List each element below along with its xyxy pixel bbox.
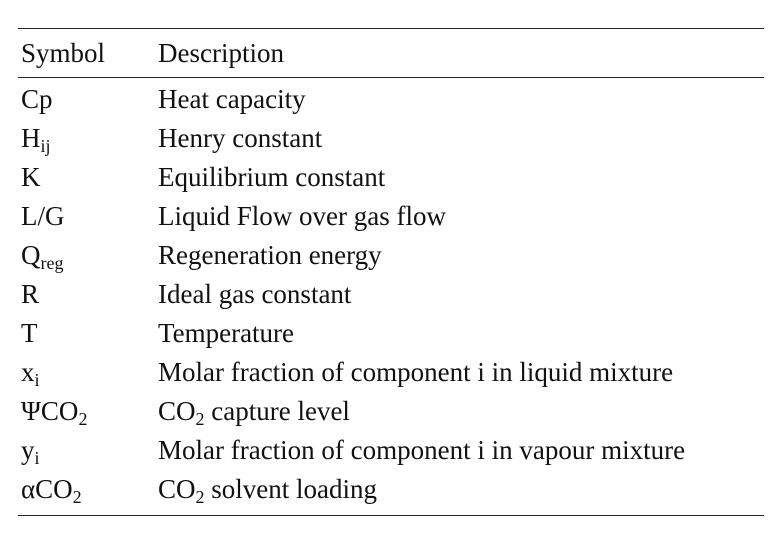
- description-prefix: CO: [158, 396, 196, 426]
- description-cell: Heat capacity: [158, 84, 306, 114]
- symbol-subscript: i: [34, 448, 40, 468]
- symbol-text: R: [21, 279, 40, 309]
- symbol-text: K: [21, 162, 41, 192]
- symbol-cell: L/G: [18, 197, 158, 236]
- symbol-text: Cp: [21, 84, 53, 114]
- symbol-cell: yi: [18, 431, 158, 470]
- table-row: yi Molar fraction of component i in vapo…: [18, 431, 764, 470]
- symbol-text: Q: [21, 240, 41, 270]
- symbol-subscript: i: [34, 370, 40, 390]
- table-row: R Ideal gas constant: [18, 275, 764, 314]
- description-subscript: 2: [195, 487, 205, 507]
- nomenclature-table: Symbol Description Cp Heat capacity Hij …: [18, 28, 764, 516]
- symbol-subscript: reg: [40, 253, 64, 273]
- description-cell: Molar fraction of component i in liquid …: [158, 357, 674, 387]
- table-row: αCO2 CO2 solvent loading: [18, 470, 764, 509]
- description-cell: Regeneration energy: [158, 240, 382, 270]
- table-header-row: Symbol Description: [18, 33, 764, 73]
- description-column-header: Description: [158, 38, 284, 68]
- description-text: capture level: [204, 396, 350, 426]
- description-text: solvent loading: [204, 474, 377, 504]
- symbol-text: ΨCO: [21, 396, 79, 426]
- description-cell: Henry constant: [158, 123, 323, 153]
- table-row: L/G Liquid Flow over gas flow: [18, 197, 764, 236]
- table-row: ΨCO2 CO2 capture level: [18, 392, 764, 431]
- symbol-subscript: 2: [72, 487, 82, 507]
- symbol-column-header: Symbol: [21, 38, 106, 68]
- table-row: xi Molar fraction of component i in liqu…: [18, 353, 764, 392]
- description-subscript: 2: [195, 409, 205, 429]
- table-row: Hij Henry constant: [18, 119, 764, 158]
- description-cell: CO2 solvent loading: [158, 470, 764, 509]
- description-cell: Liquid Flow over gas flow: [158, 201, 446, 231]
- symbol-cell: Qreg: [18, 236, 158, 275]
- symbol-cell: αCO2: [18, 470, 158, 509]
- table-row: Cp Heat capacity: [18, 80, 764, 119]
- description-cell: Ideal gas constant: [158, 279, 352, 309]
- table-row: Qreg Regeneration energy: [18, 236, 764, 275]
- description-cell: CO2 capture level: [158, 392, 764, 431]
- table-header-rule: [18, 77, 764, 78]
- symbol-text: H: [21, 123, 41, 153]
- symbol-text: y: [21, 435, 35, 465]
- description-prefix: CO: [158, 474, 196, 504]
- symbol-cell: K: [18, 158, 158, 197]
- symbol-subscript: ij: [40, 136, 51, 156]
- symbol-subscript: 2: [78, 409, 88, 429]
- table-bottom-rule: [18, 515, 764, 516]
- table-top-rule: [18, 28, 764, 29]
- symbol-cell: xi: [18, 353, 158, 392]
- description-cell: Temperature: [158, 318, 295, 348]
- symbol-cell: ΨCO2: [18, 392, 158, 431]
- symbol-cell: Hij: [18, 119, 158, 158]
- symbol-cell: T: [18, 314, 158, 353]
- symbol-text: T: [21, 318, 38, 348]
- description-cell: Molar fraction of component i in vapour …: [158, 435, 686, 465]
- table-row: K Equilibrium constant: [18, 158, 764, 197]
- table-row: T Temperature: [18, 314, 764, 353]
- symbol-text: αCO: [21, 474, 73, 504]
- description-cell: Equilibrium constant: [158, 162, 386, 192]
- symbol-text: x: [21, 357, 35, 387]
- symbol-cell: R: [18, 275, 158, 314]
- symbol-cell: Cp: [18, 80, 158, 119]
- symbol-text: L/G: [21, 201, 65, 231]
